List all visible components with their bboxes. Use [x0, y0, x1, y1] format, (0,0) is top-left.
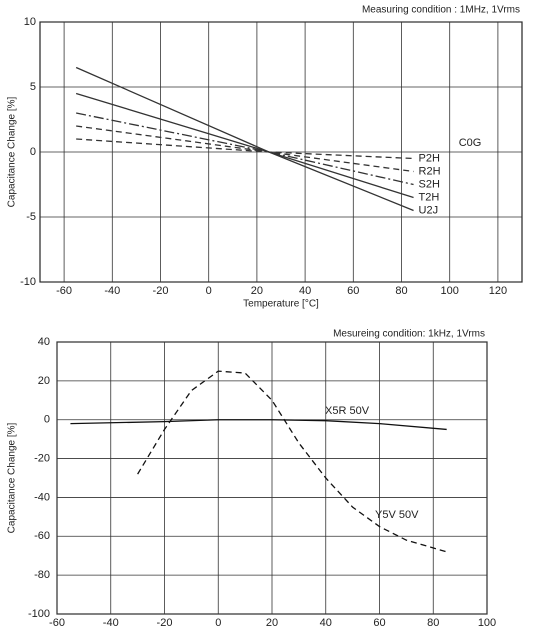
series-line — [70, 419, 447, 431]
y-tick-label: 5 — [30, 81, 36, 93]
y-tick-label: -60 — [34, 530, 50, 542]
chart-title: Measuring condition : 1MHz, 1Vrms — [362, 5, 520, 16]
x-tick-label: 20 — [251, 285, 263, 297]
y-tick-label: -10 — [20, 276, 36, 288]
x-tick-label: 80 — [427, 617, 439, 627]
series-line — [137, 370, 447, 553]
series-label: T2H — [419, 191, 440, 203]
x-axis-label: Temperature [°C] — [243, 299, 319, 310]
y-tick-label: 10 — [24, 16, 36, 28]
y-tick-label: 0 — [44, 414, 50, 426]
chart-title: Mesureing condition: 1kHz, 1Vrms — [333, 329, 485, 340]
series-label: Y5V 50V — [375, 509, 419, 521]
x-tick-label: 60 — [373, 617, 385, 627]
y-tick-label: -5 — [26, 211, 36, 223]
series-line — [75, 66, 414, 212]
x-tick-label: -60 — [49, 617, 65, 627]
y-tick-label: 20 — [38, 375, 50, 387]
x-tick-label: 100 — [441, 285, 459, 297]
y-tick-label: -20 — [34, 452, 50, 464]
x-tick-label: -20 — [153, 285, 169, 297]
y-tick-label: -40 — [34, 491, 50, 503]
series-label: U2J — [419, 204, 439, 216]
series-line — [75, 92, 414, 199]
y-tick-label: -100 — [28, 608, 50, 620]
series-label: S2H — [419, 178, 440, 190]
x-tick-label: -20 — [157, 617, 173, 627]
series-label: X5R 50V — [325, 405, 370, 417]
x-tick-label: 0 — [206, 285, 212, 297]
annotation: C0G — [459, 137, 482, 149]
x-tick-label: 40 — [320, 617, 332, 627]
x-tick-label: 80 — [395, 285, 407, 297]
y-tick-label: 0 — [30, 146, 36, 158]
x-tick-label: -40 — [103, 617, 119, 627]
series-label: P2H — [419, 152, 440, 164]
series-label: R2H — [419, 165, 441, 177]
x-tick-label: 40 — [299, 285, 311, 297]
x-tick-label: 0 — [215, 617, 221, 627]
y-axis-label: Capacitance Change [%] — [7, 422, 18, 533]
x-tick-label: 20 — [266, 617, 278, 627]
x-tick-label: 100 — [478, 617, 496, 627]
y-axis-label: Capacitance Change [%] — [7, 96, 18, 207]
x-tick-label: -60 — [56, 285, 72, 297]
x-tick-label: 120 — [489, 285, 507, 297]
series-line — [76, 125, 414, 173]
x-tick-label: 60 — [347, 285, 359, 297]
x-tick-label: -40 — [104, 285, 120, 297]
series-line — [76, 112, 414, 186]
y-tick-label: 40 — [38, 336, 50, 348]
y-tick-label: -80 — [34, 569, 50, 581]
